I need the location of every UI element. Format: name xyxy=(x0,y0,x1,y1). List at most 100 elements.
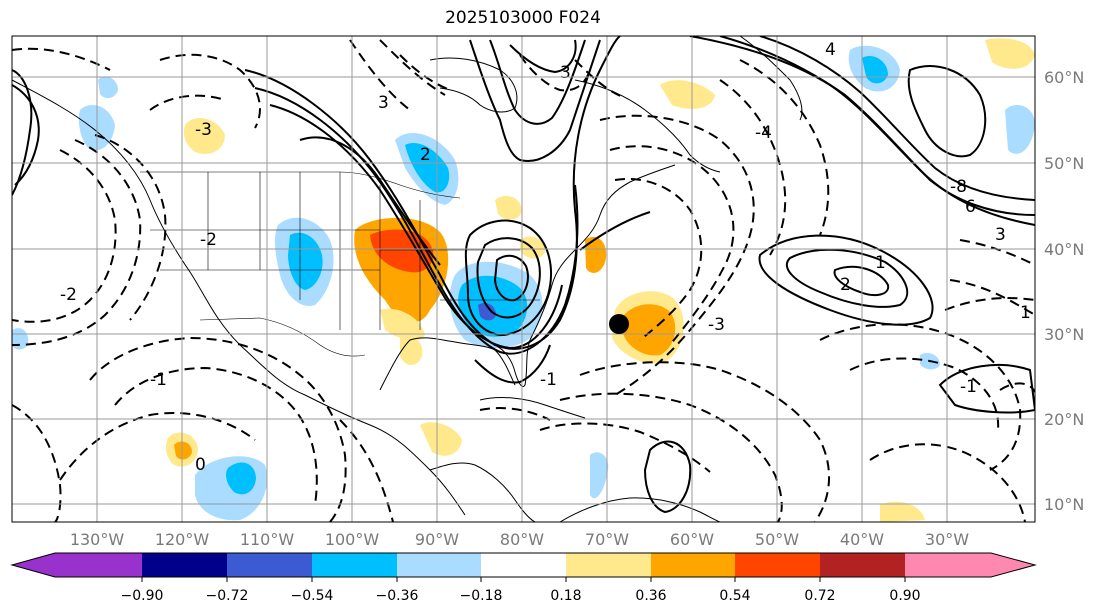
contour-label: -2 xyxy=(200,230,217,250)
political-borders xyxy=(140,171,540,357)
strong-warm-anomaly-central-us xyxy=(370,229,434,273)
contour-label: 2 xyxy=(420,145,431,165)
contour-dashed-18 xyxy=(739,59,830,236)
contour-dashed-19 xyxy=(819,323,1022,471)
contour-dashed-31 xyxy=(339,419,394,522)
map-title: 2025103000 F024 xyxy=(445,8,601,28)
colorbar-segment xyxy=(905,553,991,577)
colorbar-tick-label: −0.18 xyxy=(460,588,503,604)
colorbar-tick-label: 0.54 xyxy=(719,588,750,604)
contour-label: -1 xyxy=(150,370,167,390)
dashed-contour-lines xyxy=(12,39,1035,522)
contour-solid-15 xyxy=(759,36,1035,201)
colorbar-segment xyxy=(820,553,905,577)
lon-label: 80°W xyxy=(500,530,544,549)
colorbar-extend-high xyxy=(991,553,1035,577)
lon-label: 30°W xyxy=(925,530,969,549)
colorbar-segment xyxy=(651,553,735,577)
lon-label: 60°W xyxy=(670,530,714,549)
lon-label: 100°W xyxy=(325,530,380,549)
lon-label: 110°W xyxy=(240,530,295,549)
contour-dashed-5 xyxy=(114,366,318,506)
contour-solid-6 xyxy=(299,136,441,266)
colorbar-segment xyxy=(566,553,651,577)
lon-label: 50°W xyxy=(755,530,799,549)
colorbar-segment xyxy=(142,553,227,577)
contour-solid-12 xyxy=(509,39,577,74)
cold-anomaly-pacific xyxy=(226,462,256,495)
contour-label: 4 xyxy=(825,40,836,60)
contour-solid-14 xyxy=(719,36,1035,216)
lat-lon-grid xyxy=(12,36,1035,522)
contour-label: -1 xyxy=(540,370,557,390)
contour-dashed-28 xyxy=(399,54,451,91)
coastline-labrador xyxy=(574,79,721,173)
lon-label: 90°W xyxy=(415,530,459,549)
deep-cold-anomaly-southeast-us xyxy=(478,303,496,321)
contour-label: -2 xyxy=(60,285,77,305)
contour-dashed-6 xyxy=(59,412,256,481)
contour-label: 1 xyxy=(1020,303,1031,323)
map-panel: 6 4 3 -3 -4 -2 -1 0 1 2 3 -1 -2 -3 3 2 1… xyxy=(11,35,1084,549)
contour-dashed-9 xyxy=(12,47,111,71)
contour-solid-22 xyxy=(474,344,551,384)
colorbar-segment xyxy=(55,553,142,577)
contour-solid-17 xyxy=(758,234,934,326)
contour-dashed-8 xyxy=(159,53,261,129)
colorbar-tick-label: −0.54 xyxy=(291,588,334,604)
lon-label: 120°W xyxy=(155,530,210,549)
contour-dashed-12 xyxy=(609,145,735,346)
contour-label: 3 xyxy=(995,225,1006,245)
contour-solid-21 xyxy=(643,440,692,514)
contour-lines xyxy=(12,36,1035,514)
coastline-gulf-of-mexico xyxy=(379,337,516,391)
coastline-south-america xyxy=(559,497,721,522)
contour-solid-10 xyxy=(469,39,601,162)
cold-anomaly-great-lakes xyxy=(405,142,450,193)
contour-dashed-23 xyxy=(944,297,1035,311)
colorbar-ticks xyxy=(141,577,906,582)
longitude-labels: 130°W 120°W 110°W 100°W 90°W 80°W 70°W 6… xyxy=(70,530,969,549)
contour-solid-4 xyxy=(254,87,579,355)
contour-solid-20 xyxy=(938,364,1035,414)
contour-dashed-14 xyxy=(579,361,831,522)
contour-solid-9 xyxy=(493,254,529,302)
contour-solid-16 xyxy=(907,65,987,158)
contour-solid-8 xyxy=(476,237,541,319)
colorbar-tick-label: 0.90 xyxy=(889,588,920,604)
cool-anomaly-caribbean-east xyxy=(590,452,609,499)
warm-anomaly-caribbean xyxy=(420,422,462,456)
lon-label: 130°W xyxy=(70,530,125,549)
contour-label: -4 xyxy=(755,123,772,143)
colorbar-segment xyxy=(735,553,820,577)
contour-solid-3 xyxy=(244,36,621,350)
colorbar-tick-label: −0.90 xyxy=(121,588,164,604)
orange-anomaly-pacific-mexico xyxy=(174,441,192,460)
contour-dashed-26 xyxy=(349,39,411,111)
coastline-cuba xyxy=(479,397,586,419)
contour-label: 3 xyxy=(378,93,389,113)
contour-dashed-1 xyxy=(12,149,117,323)
coastline-east-coast xyxy=(529,164,676,341)
contour-dashed-24 xyxy=(999,382,1035,393)
warm-anomaly-pacific-nw xyxy=(183,117,225,155)
contour-label: 2 xyxy=(840,275,851,295)
yellow-anomaly-central-us xyxy=(380,308,425,341)
coastlines xyxy=(12,36,803,522)
latitude-labels: 60°N 50°N 40°N 30°N 20°N 10°N xyxy=(1044,68,1084,514)
contour-dashed-4 xyxy=(89,336,347,522)
contour-dashed-16 xyxy=(539,422,711,473)
warm-anomaly-east-coast xyxy=(585,236,607,273)
colorbar-tick-label: 0.36 xyxy=(635,588,666,604)
lon-label: 70°W xyxy=(585,530,629,549)
contour-label: -3 xyxy=(708,315,725,335)
contour-dashed-21 xyxy=(959,239,1035,266)
cool-anomaly-iceland xyxy=(1005,105,1035,154)
contour-label: 1 xyxy=(875,253,886,273)
contour-label: -1 xyxy=(960,377,977,397)
colorbar-tick-label: −0.36 xyxy=(376,588,419,604)
cold-anomaly-west-us xyxy=(288,232,323,290)
contour-dashed-2 xyxy=(12,139,142,346)
warm-anomaly-labrador xyxy=(660,80,715,109)
